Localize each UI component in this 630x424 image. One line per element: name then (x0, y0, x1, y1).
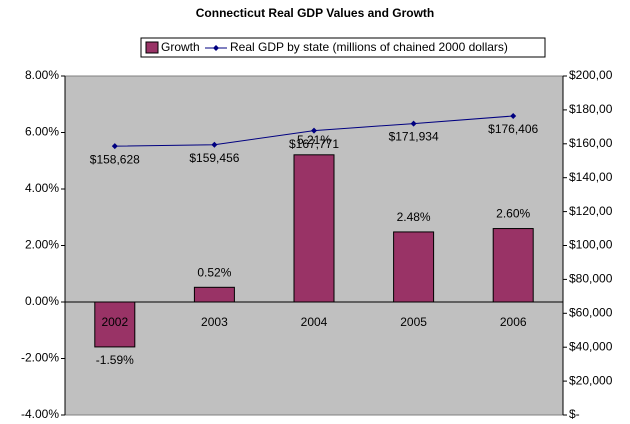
line-marker (410, 120, 417, 127)
y2-tick-label: $40,000 (569, 339, 613, 353)
line-value-label: $171,934 (389, 130, 439, 144)
y2-tick-label: $180,00 (569, 102, 613, 116)
y2-tick-label: $160,00 (569, 136, 613, 150)
line-marker (311, 127, 317, 134)
bar-value-label: 2.60% (496, 207, 530, 221)
bar (293, 154, 335, 303)
y-tick-label: 2.00% (25, 238, 59, 252)
bar-value-label: 2.48% (397, 210, 431, 224)
bar (193, 286, 235, 303)
y-tick-label: 4.00% (25, 181, 59, 195)
line-value-label: $167,771 (289, 137, 339, 151)
line-value-label: $176,406 (488, 122, 538, 136)
x-tick-label: 2004 (301, 315, 328, 329)
y2-tick-label: $100,00 (569, 238, 613, 252)
y-tick-label: -2.00% (21, 351, 59, 365)
chart-title: Connecticut Real GDP Values and Growth (196, 6, 435, 20)
bar (393, 231, 435, 303)
y2-tick-label: $140,00 (569, 170, 613, 184)
line-marker (510, 112, 517, 119)
line-value-label: $158,628 (90, 152, 140, 166)
bar (94, 301, 136, 348)
y2-tick-label: $20,000 (569, 373, 613, 387)
x-tick-label: 2002 (101, 315, 128, 329)
legend-label: Growth (161, 40, 200, 54)
x-tick-label: 2003 (201, 315, 228, 329)
y2-tick-label: $- (569, 407, 580, 421)
bar-value-label: 5.21% (297, 133, 331, 147)
bar (492, 228, 534, 303)
legend-label: Real GDP by state (millions of chained 2… (230, 40, 508, 54)
y-tick-label: 6.00% (25, 125, 59, 139)
x-tick-label: 2006 (500, 315, 527, 329)
legend-swatch (145, 41, 159, 54)
y2-tick-label: $120,00 (569, 204, 613, 218)
legend-marker (213, 45, 219, 51)
y-tick-label: 0.00% (25, 294, 59, 308)
line-marker (211, 141, 218, 148)
bar-value-label: -1.59% (96, 353, 134, 367)
bar-value-label: 0.52% (197, 265, 231, 279)
y-tick-label: -4.00% (21, 407, 59, 421)
y2-tick-label: $80,000 (569, 272, 613, 286)
x-tick-label: 2005 (400, 315, 427, 329)
y2-tick-label: $60,000 (569, 305, 613, 319)
line-value-label: $159,456 (189, 151, 239, 165)
y-tick-label: 8.00% (25, 68, 59, 82)
y2-tick-label: $200,00 (569, 68, 613, 82)
legend-box (140, 37, 546, 58)
line-marker (111, 143, 118, 150)
